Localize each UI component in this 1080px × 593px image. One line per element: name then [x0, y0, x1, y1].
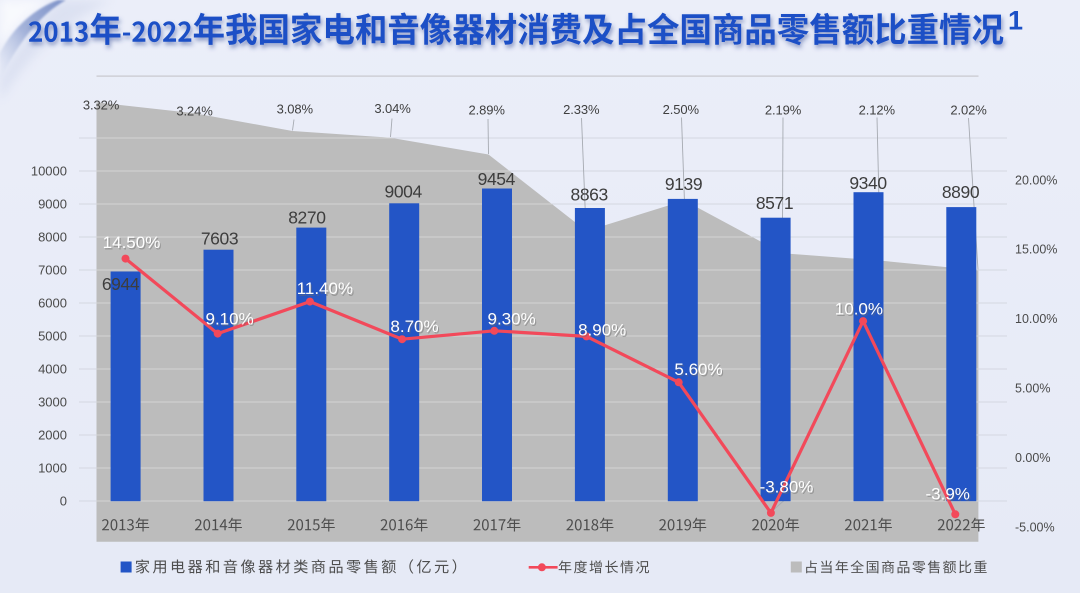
- svg-text:2.89%: 2.89%: [469, 103, 506, 118]
- svg-text:5.60%: 5.60%: [674, 360, 722, 379]
- svg-text:9454: 9454: [478, 169, 516, 189]
- svg-text:8000: 8000: [38, 230, 67, 245]
- svg-text:6000: 6000: [38, 296, 67, 311]
- svg-text:11.40%: 11.40%: [297, 279, 353, 298]
- svg-text:10.0%: 10.0%: [835, 300, 883, 319]
- svg-text:9.10%: 9.10%: [207, 311, 255, 330]
- svg-text:9.30%: 9.30%: [487, 309, 535, 328]
- svg-text:0.00%: 0.00%: [1015, 451, 1050, 465]
- svg-text:10000: 10000: [31, 164, 67, 179]
- svg-text:-5.00%: -5.00%: [1015, 520, 1055, 534]
- svg-text:8.70%: 8.70%: [390, 317, 438, 336]
- svg-text:5000: 5000: [38, 329, 67, 344]
- svg-text:9000: 9000: [38, 197, 67, 212]
- svg-text:5.00%: 5.00%: [1015, 382, 1050, 396]
- svg-text:9340: 9340: [849, 173, 887, 193]
- svg-text:2000: 2000: [38, 428, 67, 443]
- svg-text:8.70%: 8.70%: [392, 318, 440, 337]
- svg-text:4000: 4000: [38, 362, 67, 377]
- svg-text:10.0%: 10.0%: [836, 301, 884, 320]
- svg-text:6944: 6944: [102, 274, 140, 294]
- svg-text:8571: 8571: [756, 193, 793, 213]
- svg-text:8270: 8270: [288, 208, 326, 228]
- svg-text:8863: 8863: [571, 185, 608, 205]
- svg-text:3.24%: 3.24%: [176, 104, 213, 119]
- svg-text:9139: 9139: [665, 174, 702, 194]
- svg-text:2.02%: 2.02%: [950, 103, 987, 118]
- svg-text:20.00%: 20.00%: [1015, 173, 1057, 187]
- svg-text:3.08%: 3.08%: [277, 102, 314, 117]
- svg-text:15.00%: 15.00%: [1015, 243, 1057, 257]
- svg-text:2.12%: 2.12%: [859, 103, 896, 118]
- svg-text:1: 1: [1008, 6, 1023, 36]
- svg-text:-3.80%: -3.80%: [761, 479, 815, 498]
- svg-text:3000: 3000: [38, 395, 67, 410]
- svg-text:14.50%: 14.50%: [104, 235, 162, 254]
- svg-text:-3.9%: -3.9%: [927, 486, 971, 505]
- svg-text:1000: 1000: [38, 461, 67, 476]
- svg-text:5.60%: 5.60%: [676, 362, 724, 381]
- svg-text:10.00%: 10.00%: [1015, 312, 1057, 326]
- svg-text:9.30%: 9.30%: [489, 311, 537, 330]
- svg-text:0: 0: [60, 494, 67, 509]
- svg-text:3.32%: 3.32%: [83, 98, 120, 113]
- svg-text:8.90%: 8.90%: [578, 321, 626, 340]
- svg-text:7603: 7603: [201, 228, 238, 248]
- svg-text:2.19%: 2.19%: [765, 103, 802, 118]
- svg-text:2.50%: 2.50%: [663, 102, 700, 117]
- svg-text:-3.9%: -3.9%: [925, 485, 969, 504]
- svg-text:8890: 8890: [942, 182, 980, 202]
- svg-text:2.33%: 2.33%: [563, 102, 600, 117]
- svg-text:11.40%: 11.40%: [298, 281, 354, 300]
- svg-text:14.50%: 14.50%: [103, 233, 161, 252]
- svg-text:9.10%: 9.10%: [205, 309, 253, 328]
- svg-text:3.04%: 3.04%: [374, 101, 411, 116]
- svg-text:-3.80%: -3.80%: [760, 478, 814, 497]
- svg-text:8.90%: 8.90%: [579, 322, 627, 341]
- svg-text:7000: 7000: [38, 263, 67, 278]
- svg-text:9004: 9004: [385, 182, 423, 202]
